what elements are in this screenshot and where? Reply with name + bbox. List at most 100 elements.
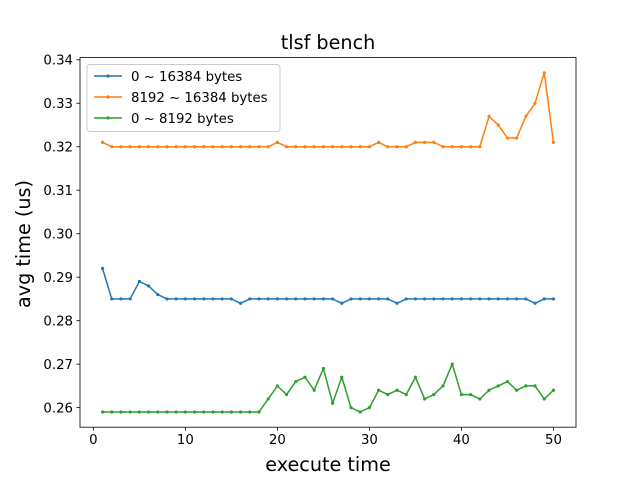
data-point bbox=[284, 297, 289, 301]
data-point bbox=[395, 388, 399, 392]
data-point bbox=[367, 297, 372, 301]
data-point bbox=[174, 145, 178, 149]
data-point bbox=[321, 145, 325, 149]
data-point bbox=[478, 397, 482, 401]
data-point bbox=[395, 301, 399, 305]
y-tick-label: 0.29 bbox=[43, 271, 73, 286]
data-point bbox=[395, 145, 399, 149]
data-point bbox=[174, 297, 178, 301]
data-point bbox=[100, 140, 105, 144]
data-point bbox=[505, 297, 510, 301]
data-point bbox=[551, 297, 556, 301]
data-point bbox=[257, 297, 261, 301]
legend-marker bbox=[106, 116, 110, 120]
series-0 bbox=[100, 266, 556, 305]
series-2 bbox=[100, 362, 556, 414]
data-point bbox=[266, 145, 270, 149]
data-point bbox=[515, 297, 519, 301]
data-point bbox=[459, 145, 464, 149]
data-point bbox=[294, 297, 298, 301]
data-point bbox=[312, 388, 316, 392]
x-tick-label: 40 bbox=[453, 433, 470, 448]
data-point bbox=[515, 136, 519, 140]
data-point bbox=[294, 379, 298, 384]
data-point bbox=[496, 297, 500, 301]
data-point bbox=[192, 297, 197, 301]
data-point bbox=[248, 410, 252, 414]
data-point bbox=[238, 301, 243, 305]
data-point bbox=[404, 392, 408, 397]
x-tick-label: 0 bbox=[89, 433, 97, 448]
data-point bbox=[423, 397, 427, 401]
data-point bbox=[183, 297, 187, 301]
plot-area: 0 10 20 30 40 50 0.26 0.27 0.28 0.29 0.30 0.31 0.32 0… bbox=[43, 54, 577, 448]
data-point bbox=[340, 375, 344, 379]
data-point bbox=[331, 145, 335, 149]
data-point bbox=[377, 297, 381, 301]
data-point bbox=[312, 297, 316, 301]
data-point bbox=[505, 136, 510, 140]
data-point bbox=[137, 279, 141, 284]
data-point bbox=[404, 145, 408, 149]
data-point bbox=[450, 297, 454, 301]
data-point bbox=[183, 145, 187, 149]
data-point bbox=[220, 410, 224, 414]
data-point bbox=[377, 140, 381, 144]
x-tick-label: 50 bbox=[545, 433, 562, 448]
data-point bbox=[275, 384, 279, 388]
data-point bbox=[358, 145, 362, 149]
chart-title: tlsf bench bbox=[281, 31, 376, 54]
data-point bbox=[432, 297, 436, 301]
data-point bbox=[377, 388, 381, 392]
data-point bbox=[340, 301, 344, 305]
data-point bbox=[110, 297, 114, 301]
data-point bbox=[331, 297, 335, 301]
data-point bbox=[211, 410, 215, 414]
data-point bbox=[100, 410, 105, 414]
data-point bbox=[303, 145, 307, 149]
data-point bbox=[487, 297, 491, 301]
data-point bbox=[533, 301, 537, 305]
x-tick-label: 30 bbox=[361, 433, 378, 448]
data-point bbox=[220, 297, 224, 301]
data-point bbox=[165, 297, 169, 301]
legend-box bbox=[86, 64, 281, 132]
data-point bbox=[119, 145, 123, 149]
legend-label: 0 ~ 16384 bytes bbox=[131, 70, 242, 85]
y-tick-label: 0.33 bbox=[43, 97, 73, 112]
data-point bbox=[238, 145, 243, 149]
y-tick-label: 0.30 bbox=[43, 228, 73, 243]
data-point bbox=[542, 71, 546, 75]
y-tick-label: 0.34 bbox=[43, 54, 73, 69]
data-point bbox=[533, 101, 537, 105]
data-point bbox=[413, 375, 418, 379]
data-point bbox=[386, 392, 390, 397]
data-point bbox=[312, 145, 316, 149]
y-tick-label: 0.32 bbox=[43, 141, 73, 156]
data-point bbox=[404, 297, 408, 301]
y-tick-label: 0.26 bbox=[43, 401, 73, 416]
data-point bbox=[469, 297, 473, 301]
data-point bbox=[349, 406, 353, 410]
data-point bbox=[340, 145, 344, 149]
data-point bbox=[284, 392, 289, 397]
data-point bbox=[441, 384, 445, 388]
data-point bbox=[211, 145, 215, 149]
data-point bbox=[110, 410, 114, 414]
data-point bbox=[174, 410, 178, 414]
data-point bbox=[367, 406, 372, 410]
data-point bbox=[459, 297, 464, 301]
data-point bbox=[128, 145, 132, 149]
data-point bbox=[478, 145, 482, 149]
data-point bbox=[119, 297, 123, 301]
data-point bbox=[257, 145, 261, 149]
data-point bbox=[156, 145, 160, 149]
data-point bbox=[202, 297, 206, 301]
data-point bbox=[248, 297, 252, 301]
data-point bbox=[220, 145, 224, 149]
data-point bbox=[321, 366, 325, 371]
data-point bbox=[450, 362, 454, 366]
data-point bbox=[551, 140, 556, 144]
y-axis-label: avg time (us) bbox=[12, 180, 35, 308]
data-point bbox=[146, 145, 151, 149]
